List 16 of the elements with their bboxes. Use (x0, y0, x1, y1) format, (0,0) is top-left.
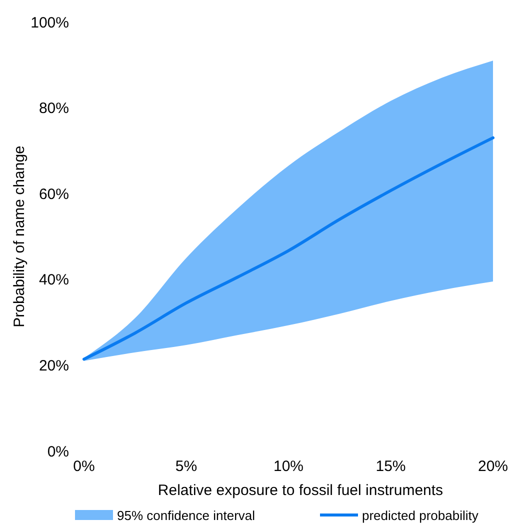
x-tick-label: 5% (175, 458, 198, 475)
x-tick-label: 10% (273, 458, 304, 475)
y-tick-label: 0% (47, 443, 69, 460)
x-tick-label: 20% (478, 458, 508, 475)
y-axis-title: Probability of name change (11, 146, 28, 328)
y-tick-label: 60% (38, 186, 69, 203)
x-axis-title: Relative exposure to fossil fuel instruments (158, 482, 444, 499)
y-tick-label: 20% (38, 357, 69, 374)
line-series (82, 136, 494, 361)
text: 95% confidence interval (117, 508, 256, 523)
legend-label: predicted probability (362, 508, 479, 523)
y-tick-label: 40% (38, 272, 69, 289)
y-tick-label: 80% (38, 100, 69, 118)
y-tick-label: 100% (30, 14, 69, 32)
x-tick-label: 0% (73, 458, 95, 475)
x-tick-label: 15% (376, 458, 406, 475)
